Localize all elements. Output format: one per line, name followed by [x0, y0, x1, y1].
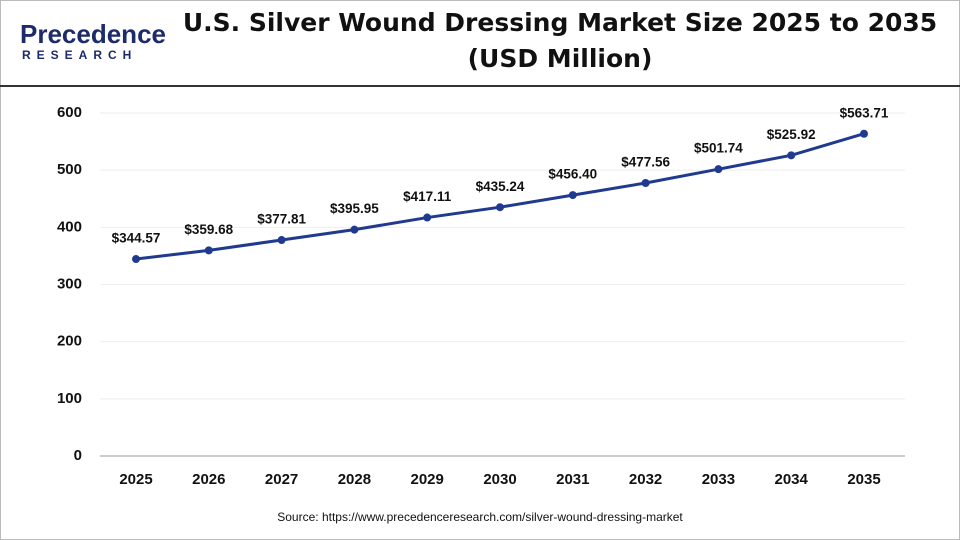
y-tick-label: 600	[57, 104, 82, 121]
chart-subtitle: (USD Million)	[468, 44, 653, 73]
x-tick-label: 2034	[775, 471, 809, 488]
point	[204, 246, 213, 255]
point	[641, 178, 650, 187]
point	[350, 225, 359, 234]
y-tick-label: 500	[57, 161, 82, 178]
point	[132, 255, 140, 264]
value-label: $563.71	[840, 105, 889, 120]
x-tick-label: 2031	[556, 471, 589, 488]
x-tick-label: 2025	[119, 471, 152, 488]
y-tick-label: 300	[57, 275, 82, 292]
x-tick-label: 2028	[338, 471, 371, 488]
logo-tagline: RESEARCH	[22, 48, 137, 62]
value-label: $417.11	[403, 189, 452, 204]
value-label: $344.57	[112, 231, 161, 246]
point	[423, 213, 432, 222]
x-tick-label: 2033	[702, 471, 735, 488]
point	[787, 151, 796, 160]
point	[714, 165, 723, 174]
point	[860, 129, 868, 138]
point	[568, 191, 577, 200]
source: Source: https://www.precedenceresearch.c…	[277, 510, 683, 524]
value-label: $456.40	[548, 167, 597, 182]
chart-title: U.S. Silver Wound Dressing Market Size 2…	[183, 8, 937, 37]
x-tick-label: 2030	[483, 471, 516, 488]
value-label: $525.92	[767, 127, 816, 142]
y-tick-label: 0	[74, 447, 82, 464]
point	[496, 203, 504, 212]
x-tick-label: 2035	[847, 471, 880, 488]
y-tick-label: 200	[57, 333, 82, 350]
x-tick-label: 2026	[192, 471, 225, 488]
x-tick-label: 2029	[411, 471, 444, 488]
x-tick-label: 2032	[629, 471, 662, 488]
value-label: $359.68	[184, 222, 233, 237]
value-label: $395.95	[330, 201, 379, 216]
point	[277, 236, 286, 245]
logo-name: Precedence	[20, 19, 166, 49]
value-label: $501.74	[694, 141, 743, 156]
value-label: $435.24	[476, 179, 525, 194]
x-tick-label: 2027	[265, 471, 298, 488]
y-tick-label: 100	[57, 390, 82, 407]
value-label: $377.81	[257, 212, 306, 227]
y-tick-label: 400	[57, 218, 82, 235]
value-label: $477.56	[621, 155, 670, 170]
